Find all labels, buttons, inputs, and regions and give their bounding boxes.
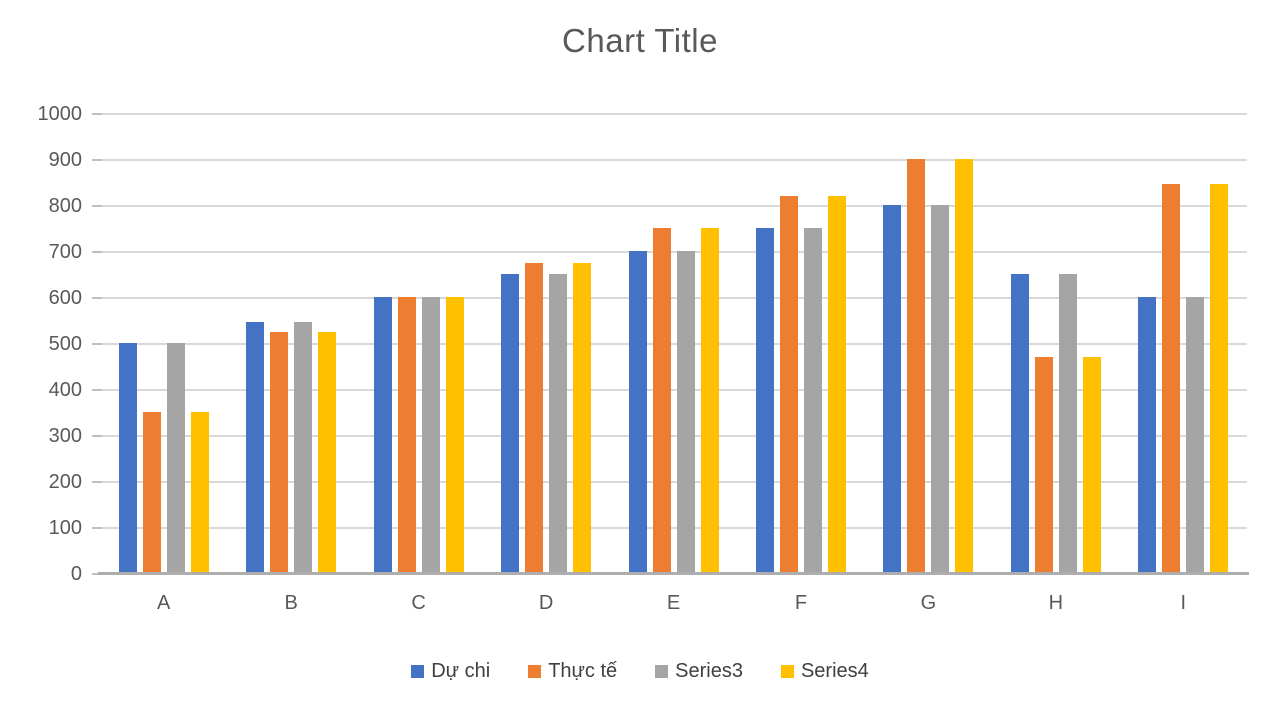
legend-label: Series3 [675,660,743,682]
bar-I-series1 [1138,297,1157,573]
bar-C-series4 [445,297,464,573]
legend-swatch-icon [528,665,542,678]
x-axis-label-E: E [666,592,681,614]
y-axis-label-400: 400 [48,379,82,401]
bar-G-series1 [883,205,902,573]
y-axis-tick [92,389,102,391]
bar-F-series2 [779,195,798,573]
gridline-700 [100,251,1247,253]
gridline-800 [100,205,1247,207]
gridline-600 [100,297,1247,299]
bar-G-series3 [931,205,950,573]
gridline-300 [100,435,1247,437]
bar-F-series3 [803,228,822,573]
y-axis-label-900: 900 [48,149,82,171]
bar-I-series3 [1186,297,1205,573]
gridline-100 [100,527,1247,529]
bar-E-series1 [628,251,647,573]
y-axis-label-700: 700 [48,241,82,263]
bar-I-series2 [1162,184,1181,573]
bar-E-series4 [700,228,719,573]
gridline-400 [100,389,1247,391]
plot-area [98,113,1249,575]
bar-C-series3 [421,297,440,573]
x-axis-label-F: F [794,592,808,614]
x-axis-label-D: D [538,592,554,614]
x-axis-label-A: A [157,592,171,614]
bar-G-series2 [907,159,926,573]
bar-D-series2 [525,262,544,573]
gridline-500 [100,343,1247,345]
bar-A-series3 [166,343,185,573]
bar-B-series2 [270,331,289,573]
legend-item-series3: Series3 [655,660,743,683]
legend-swatch-icon [411,665,425,678]
bar-C-series2 [397,297,416,573]
bar-A-series2 [142,412,161,573]
bar-F-series1 [755,228,774,573]
y-axis-label-200: 200 [48,471,82,493]
y-axis-label-600: 600 [48,287,82,309]
bar-E-series2 [652,228,671,573]
y-axis-tick [92,113,102,115]
gridline-200 [100,481,1247,483]
legend-label: Series4 [800,660,869,682]
x-axis-label-C: C [411,592,426,614]
legend-swatch-icon [655,665,669,678]
x-axis-line [98,572,1249,575]
y-axis-label-100: 100 [48,517,82,539]
bar-C-series1 [373,297,392,573]
y-axis-tick [92,251,102,253]
y-axis-tick [92,159,102,161]
legend: Dự chi Thực tế Series3 Series4 [0,660,1280,683]
y-axis-tick [92,297,102,299]
y-axis-label-800: 800 [48,195,82,217]
gridline-900 [100,159,1247,161]
x-axis-label-H: H [1048,592,1064,614]
x-axis-label-I: I [1180,592,1187,614]
bar-E-series3 [676,251,695,573]
y-axis-tick [92,205,102,207]
bar-B-series1 [246,322,265,573]
chart-title: Chart Title [562,22,718,59]
legend-swatch-icon [780,665,794,678]
bar-D-series4 [573,262,592,573]
bar-H-series2 [1034,356,1053,573]
y-axis-label-500: 500 [48,333,82,355]
y-axis-label-300: 300 [48,425,82,447]
legend-label: Thực tế [548,660,618,682]
bar-B-series4 [318,331,337,573]
bar-B-series3 [294,322,313,573]
legend-item-series1: Dự chi [411,660,490,683]
y-axis-label-0: 0 [70,563,82,585]
bar-A-series1 [118,343,137,573]
bar-H-series4 [1082,356,1101,573]
bar-D-series1 [501,274,520,573]
bar-A-series4 [190,412,209,573]
y-axis-label-1000: 1000 [37,103,83,125]
x-axis-label-B: B [284,592,298,614]
legend-item-series2: Thực tế [528,660,617,683]
bar-H-series1 [1010,274,1029,573]
y-axis-tick [92,527,102,529]
bar-H-series3 [1058,274,1077,573]
bar-D-series3 [549,274,568,573]
bar-F-series4 [827,195,846,573]
y-axis-tick [92,573,102,575]
legend-item-series4: Series4 [780,660,869,683]
y-axis-tick [92,435,102,437]
bar-G-series4 [955,159,974,573]
gridline-1000 [100,113,1247,115]
x-axis-label-G: G [920,592,937,614]
legend-label: Dự chi [431,660,491,682]
y-axis-tick [92,343,102,345]
y-axis-tick [92,481,102,483]
bar-I-series4 [1210,184,1229,573]
